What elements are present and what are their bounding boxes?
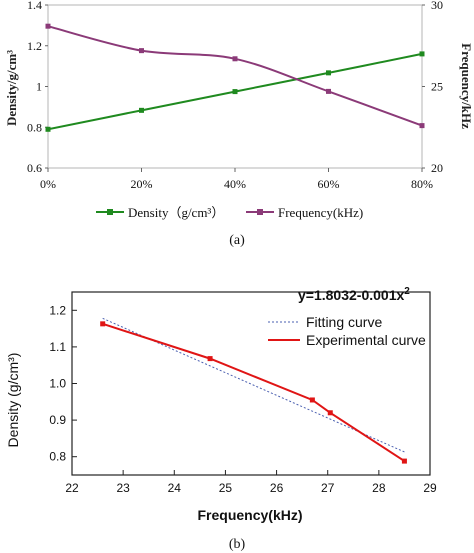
chart-a-x-tick-label: 60% xyxy=(318,177,340,191)
fit-equation-base: y=1.8032-0.001x xyxy=(298,287,404,303)
chart-a-frequency-line xyxy=(47,25,423,127)
legend-density-marker xyxy=(107,209,113,215)
fit-equation-exponent: 2 xyxy=(404,286,410,297)
chart-b-xlabel: Frequency(kHz) xyxy=(197,507,302,523)
chart-a-left-ticks: 0.6 0.8 1 1.2 1.4 xyxy=(27,0,48,175)
chart-b-y-tick-label: 1.1 xyxy=(49,340,66,354)
chart-a-density-point xyxy=(232,89,238,95)
legend-frequency-marker xyxy=(257,209,263,215)
chart-b-y-ticks: 0.8 0.9 1.0 1.1 1.2 xyxy=(49,303,77,464)
chart-b-legend: Fitting curve Experimental curve xyxy=(268,314,426,348)
chart-b-x-tick-label: 22 xyxy=(65,481,79,495)
chart-a-left-axis-label: Density/g/cm³ xyxy=(4,50,19,126)
chart-a-density-point xyxy=(45,126,51,132)
panel-b-caption: (b) xyxy=(229,537,246,552)
chart-a-frequency-point xyxy=(232,56,238,62)
chart-a-right-ticks: 20 25 30 xyxy=(422,0,443,175)
chart-a-density-point xyxy=(139,107,144,113)
chart-a-x-tick-label: 20% xyxy=(131,177,153,191)
chart-a: 0.6 0.8 1 1.2 1.4 20 25 30 0% 20% 40% 60% 80% Dens… xyxy=(4,0,474,248)
fit-equation: y=1.8032-0.001x2 xyxy=(298,286,410,303)
chart-a-left-tick-label: 1.2 xyxy=(27,39,42,53)
chart-a-legend: Density（g/cm³） Frequency(kHz) xyxy=(96,205,363,220)
chart-a-left-tick-label: 1.4 xyxy=(27,0,42,12)
chart-a-plot-frame xyxy=(47,4,423,169)
chart-a-frequency-point xyxy=(326,88,331,94)
chart-a-series xyxy=(45,23,425,132)
chart-b-experimental-point xyxy=(207,356,213,362)
chart-b-x-tick-label: 29 xyxy=(423,481,437,495)
legend-density-label: Density（g/cm³） xyxy=(128,205,224,220)
chart-a-frequency-point xyxy=(419,123,425,129)
legend-fitting-label: Fitting curve xyxy=(306,314,382,330)
chart-b-x-ticks: 22 23 24 25 26 27 28 29 xyxy=(65,470,437,495)
chart-b-x-tick-label: 23 xyxy=(116,481,130,495)
chart-b-x-tick-label: 28 xyxy=(372,481,386,495)
chart-b-y-tick-label: 0.9 xyxy=(49,413,66,427)
chart-b-experimental-point xyxy=(327,410,333,416)
chart-b-x-tick-label: 27 xyxy=(321,481,335,495)
chart-b-x-tick-label: 24 xyxy=(168,481,182,495)
chart-a-x-tick-label: 0% xyxy=(40,177,56,191)
chart-a-right-tick-label: 25 xyxy=(431,80,443,94)
chart-a-frequency-point xyxy=(139,48,144,54)
chart-a-x-tick-label: 40% xyxy=(224,177,246,191)
chart-b-x-tick-label: 25 xyxy=(219,481,233,495)
chart-b-fitting-curve xyxy=(102,317,405,453)
legend-frequency-label: Frequency(kHz) xyxy=(278,205,363,220)
chart-a-left-tick-label: 0.6 xyxy=(27,161,42,175)
chart-b-experimental-point xyxy=(401,458,407,464)
chart-b-y-tick-label: 1.2 xyxy=(49,303,66,317)
chart-b: 0.8 0.9 1.0 1.1 1.2 22 23 24 25 26 27 28 29 Density… xyxy=(5,286,437,552)
chart-b-ylabel: Density (g/cm³) xyxy=(5,353,21,448)
chart-b-x-tick-label: 26 xyxy=(270,481,284,495)
chart-a-x-tick-label: 80% xyxy=(411,177,433,191)
chart-a-right-tick-label: 30 xyxy=(431,0,443,12)
chart-a-right-tick-label: 20 xyxy=(431,161,443,175)
chart-a-frequency-point xyxy=(45,23,51,29)
chart-b-y-tick-label: 1.0 xyxy=(49,377,66,391)
chart-a-left-tick-label: 1 xyxy=(36,80,42,94)
chart-b-series xyxy=(100,317,407,464)
chart-b-experimental-point xyxy=(100,321,106,327)
chart-a-density-point xyxy=(326,70,331,76)
chart-b-experimental-point xyxy=(309,397,315,403)
chart-a-density-point xyxy=(419,51,425,57)
chart-a-right-axis-label: Frequency/kHz xyxy=(459,43,474,129)
legend-experimental-label: Experimental curve xyxy=(306,332,426,348)
chart-b-y-tick-label: 0.8 xyxy=(49,450,66,464)
panel-a-caption: (a) xyxy=(229,233,245,248)
chart-a-x-ticks: 0% 20% 40% 60% 80% xyxy=(40,168,433,191)
chart-a-left-tick-label: 0.8 xyxy=(27,120,42,134)
